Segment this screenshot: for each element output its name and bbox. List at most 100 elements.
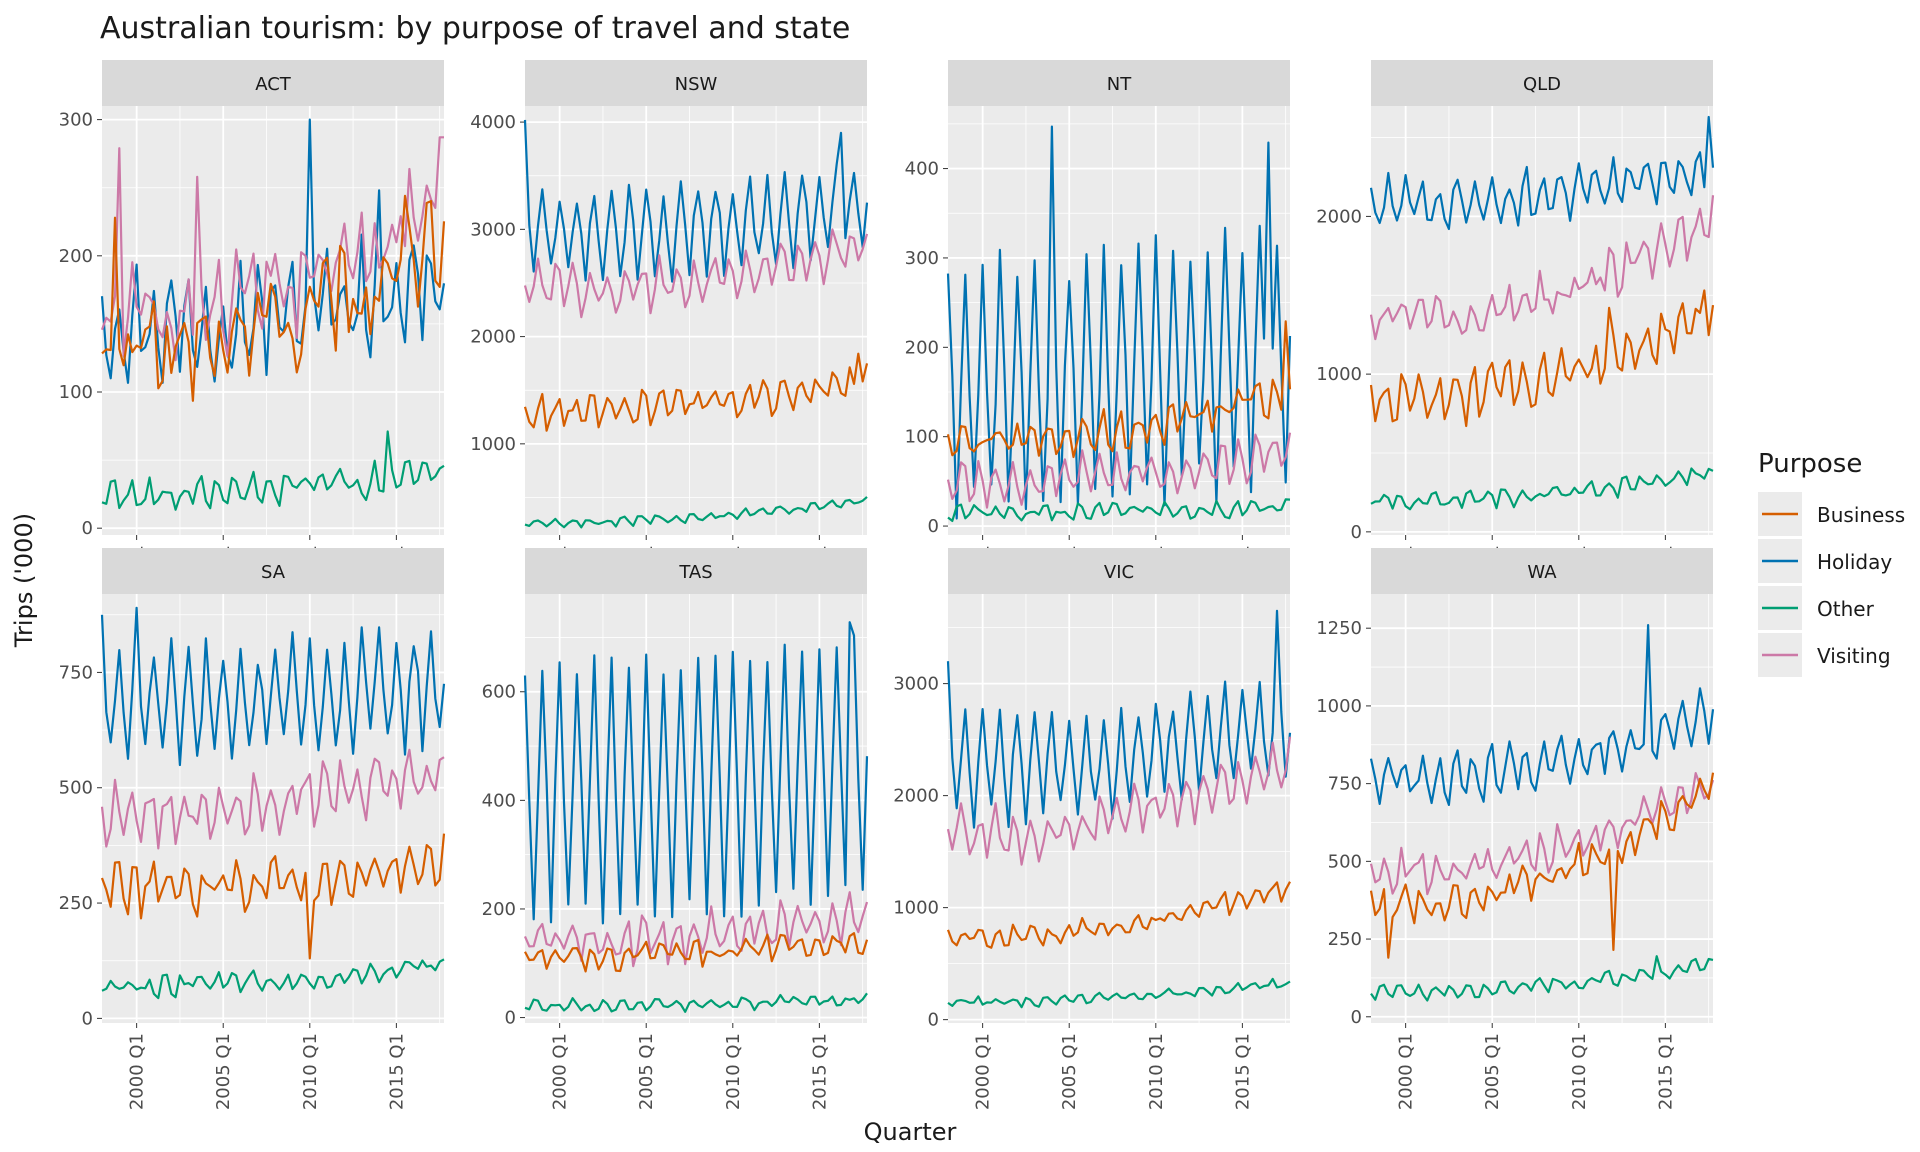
facet-tas: TAS 0 200 400 600 2000 Q1 2005 Q1 2010 Q1 2015 Q… <box>482 548 869 1110</box>
series-line-holiday <box>1369 115 1715 231</box>
facet-strip-label: ACT <box>255 74 292 95</box>
y-tick-label: 1250 <box>1316 618 1362 639</box>
series-line-other <box>101 958 445 1000</box>
y-tick-label: 200 <box>905 337 939 358</box>
y-tick-label: 0 <box>1351 522 1362 543</box>
facet-strip-label: VIC <box>1104 562 1134 583</box>
series-line-other <box>101 430 445 511</box>
legend-label-other: Other <box>1817 597 1875 621</box>
series-line-other <box>524 496 868 529</box>
y-tick-label: 1000 <box>893 898 939 919</box>
y-tick-label: 0 <box>1351 1007 1362 1028</box>
plot-panel <box>1371 594 1713 1023</box>
series-line-other <box>947 498 1291 523</box>
series-line-other <box>947 977 1291 1009</box>
y-tick-label: 250 <box>1328 929 1362 950</box>
legend-label-visiting: Visiting <box>1817 644 1891 668</box>
plot-panel <box>525 106 867 535</box>
x-tick-label: 2005 Q1 <box>213 1033 234 1110</box>
series-line-business <box>100 833 446 960</box>
facet-strip <box>1371 60 1713 106</box>
y-tick-label: 3000 <box>893 674 939 695</box>
y-tick-label: 300 <box>905 248 939 269</box>
x-tick-label: 2015 Q1 <box>809 1033 830 1110</box>
y-tick-label: 250 <box>59 893 93 914</box>
plot-panel <box>102 106 444 535</box>
series-line-visiting <box>100 748 445 850</box>
y-tick-label: 300 <box>59 110 93 131</box>
facet-strip-label: NT <box>1107 74 1132 95</box>
plot-panel <box>525 594 867 1023</box>
x-tick-label: 2015 Q1 <box>386 1033 407 1110</box>
x-tick-label: 2010 Q1 <box>1146 1033 1167 1110</box>
facet-panels: ACT 0 100 200 300 2000 Q1 2005 Q1 2010 Q1 2015 Q… <box>59 60 1715 1110</box>
facet-sa: SA 0 250 500 750 2000 Q1 2005 Q1 2010 Q1 2015 Q1 <box>59 548 446 1110</box>
plot-panel <box>1371 106 1713 535</box>
y-tick-label: 1000 <box>1316 696 1362 717</box>
y-tick-label: 500 <box>1328 851 1362 872</box>
x-tick-label: 2000 Q1 <box>127 1033 148 1110</box>
y-tick-label: 2000 <box>470 327 516 348</box>
facet-strip-label: SA <box>261 562 286 583</box>
series-line-other <box>1370 467 1714 511</box>
series-line-visiting <box>100 136 444 362</box>
facet-strip <box>1371 548 1713 594</box>
y-tick-label: 750 <box>59 662 93 683</box>
y-tick-label: 600 <box>482 682 516 703</box>
facet-strip-label: NSW <box>675 74 718 95</box>
series-line-other <box>524 992 868 1013</box>
y-tick-label: 0 <box>82 518 93 539</box>
legend-title: Purpose <box>1758 449 1862 479</box>
y-tick-label: 2000 <box>893 786 939 807</box>
chart-title: Australian tourism: by purpose of travel… <box>100 11 850 46</box>
series-line-business <box>101 194 446 402</box>
series-line-business <box>946 881 1291 949</box>
series-line-holiday <box>1369 623 1715 807</box>
y-tick-label: 400 <box>482 790 516 811</box>
x-tick-label: 2000 Q1 <box>973 1033 994 1110</box>
y-tick-label: 4000 <box>470 112 516 133</box>
x-tick-label: 2015 Q1 <box>1655 1033 1676 1110</box>
y-tick-label: 0 <box>928 516 939 537</box>
series-line-business <box>524 932 869 973</box>
y-tick-label: 200 <box>482 899 516 920</box>
facet-strip <box>948 548 1290 594</box>
series-line-business <box>1369 772 1715 959</box>
y-tick-label: 1000 <box>470 434 516 455</box>
y-tick-label: 100 <box>905 427 939 448</box>
x-tick-label: 2000 Q1 <box>550 1033 571 1110</box>
x-tick-label: 2010 Q1 <box>300 1033 321 1110</box>
series-line-visiting <box>523 228 869 319</box>
facet-vic: VIC 0 1000 2000 3000 2000 Q1 2005 Q1 2010 Q1 201… <box>893 548 1292 1110</box>
series-line-business <box>523 352 869 432</box>
facet-strip <box>525 548 867 594</box>
y-tick-label: 2000 <box>1316 206 1362 227</box>
legend: Purpose Business Holiday Other Visiting <box>1758 449 1905 677</box>
y-tick-label: 1000 <box>1316 364 1362 385</box>
series-line-visiting <box>1369 771 1715 896</box>
series-line-visiting <box>1369 195 1715 341</box>
facet-strip-label: WA <box>1527 562 1557 583</box>
facet-strip <box>525 60 867 106</box>
series-line-visiting <box>946 432 1292 509</box>
y-tick-label: 750 <box>1328 774 1362 795</box>
facet-strip <box>102 60 444 106</box>
legend-keys: Business Holiday Other Visiting <box>1758 492 1905 677</box>
legend-label-holiday: Holiday <box>1817 550 1892 574</box>
legend-label-business: Business <box>1817 503 1905 527</box>
x-tick-label: 2010 Q1 <box>723 1033 744 1110</box>
x-tick-label: 2015 Q1 <box>1232 1033 1253 1110</box>
x-tick-label: 2005 Q1 <box>636 1033 657 1110</box>
y-tick-label: 3000 <box>470 219 516 240</box>
x-tick-label: 2005 Q1 <box>1059 1033 1080 1110</box>
y-tick-label: 200 <box>59 246 93 267</box>
series-line-holiday <box>946 125 1292 520</box>
series-line-holiday <box>523 119 869 283</box>
y-tick-label: 100 <box>59 382 93 403</box>
facet-wa: WA 0 250 500 750 1000 1250 2000 Q1 2005 Q1 2010 Q… <box>1316 548 1715 1110</box>
x-tick-label: 2010 Q1 <box>1569 1033 1590 1110</box>
